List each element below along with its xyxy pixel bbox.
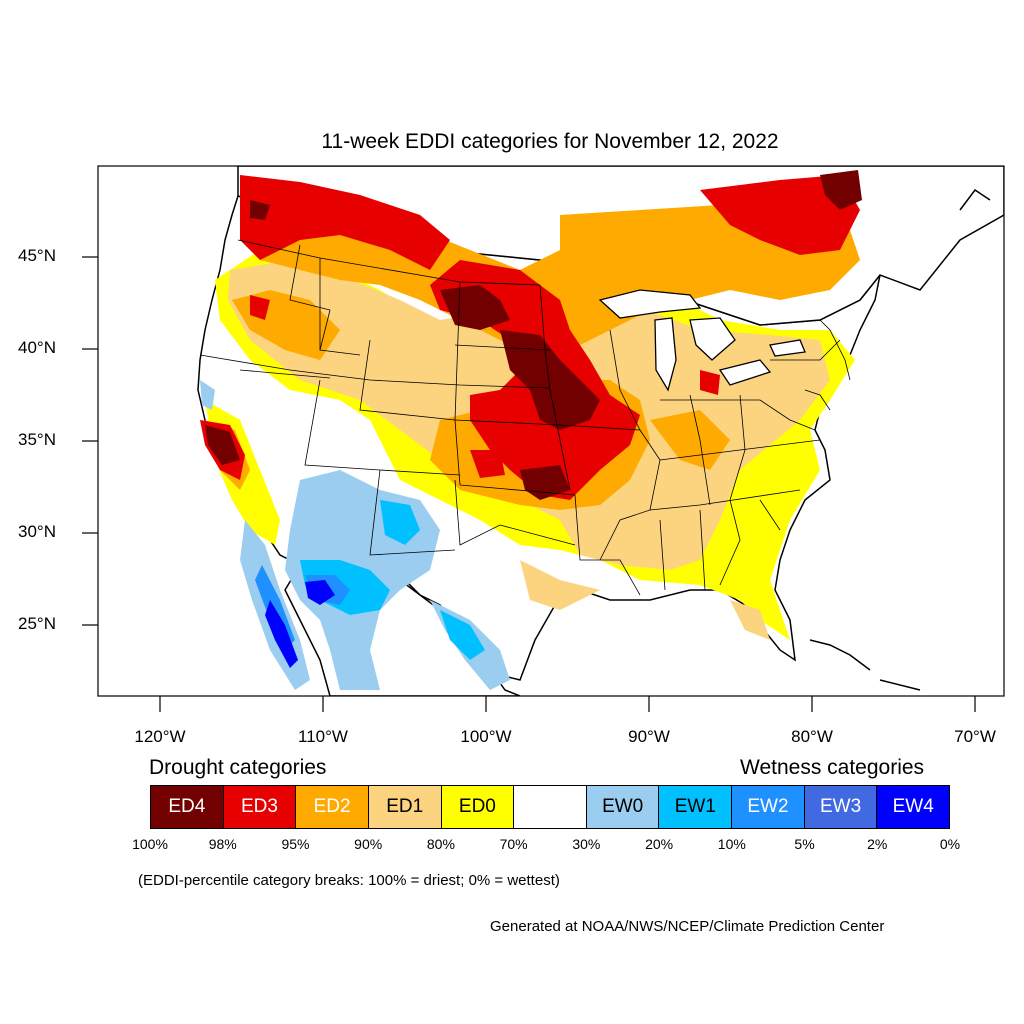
wetness-areas: [200, 380, 510, 690]
legend-box-ed0: ED0: [441, 786, 515, 828]
category-legend: ED4 ED3 ED2 ED1 ED0 EW0 EW1 EW2 EW3 EW4: [150, 785, 950, 829]
legend-break-label: 30%: [572, 836, 601, 852]
legend-note: (EDDI-percentile category breaks: 100% =…: [138, 872, 560, 889]
coastline-accents: [809, 188, 991, 691]
legend-break-label: 80%: [426, 836, 455, 852]
lat-ticks: [82, 256, 98, 626]
legend-box-ed1: ED1: [368, 786, 442, 828]
legend-break-label: 10%: [717, 836, 746, 852]
legend-break-label: 90%: [354, 836, 383, 852]
lon-label-80: 80°W: [791, 727, 833, 746]
great-lakes: [598, 289, 806, 392]
wetness-categories-title: Wetness categories: [740, 756, 925, 779]
drought-categories-title: Drought categories: [149, 756, 327, 779]
lon-label-90: 90°W: [628, 727, 670, 746]
map-frame: [97, 165, 1005, 697]
map-area: [197, 166, 1004, 696]
lat-label-40: 40°N: [18, 338, 56, 357]
legend-box-ed2: ED2: [296, 786, 369, 828]
map-title: 11-week EDDI categories for November 12,…: [321, 130, 779, 153]
state-boundaries: [199, 239, 851, 596]
lon-label-110: 110°W: [298, 727, 348, 746]
legend-box-ew3: EW3: [804, 786, 878, 828]
legend-box-ew0: EW0: [586, 786, 660, 828]
lat-label-25: 25°N: [18, 614, 56, 633]
legend-break-label: 2%: [867, 836, 888, 852]
legend-break-labels: 100% 98% 95% 90% 80% 70% 30% 20% 10% 5% 2% 0%: [132, 836, 960, 856]
legend-box-ed3: ED3: [223, 786, 297, 828]
lat-label-35: 35°N: [18, 430, 56, 449]
drought-areas: [200, 170, 862, 640]
legend-box-ew2: EW2: [732, 786, 805, 828]
lon-label-70: 70°W: [954, 727, 996, 746]
legend-box-ew1: EW1: [659, 786, 733, 828]
legend-break-label: 95%: [281, 836, 310, 852]
lon-label-100: 100°W: [460, 727, 512, 746]
legend-break-label: 0%: [939, 836, 961, 852]
legend-box-ed4: ED4: [151, 786, 224, 828]
legend-box-ew4: EW4: [877, 786, 950, 828]
legend-break-label: 100%: [132, 836, 168, 852]
legend-box-normal: [514, 786, 587, 828]
credit-line: Generated at NOAA/NWS/NCEP/Climate Predi…: [490, 918, 885, 935]
legend-break-label: 5%: [794, 836, 815, 852]
legend-break-label: 70%: [499, 836, 528, 852]
legend-break-label: 98%: [208, 836, 237, 852]
lat-label-30: 30°N: [18, 522, 56, 541]
legend-break-label: 20%: [645, 836, 674, 852]
lat-label-45: 45°N: [18, 246, 56, 265]
lon-label-120: 120°W: [134, 727, 186, 746]
lon-ticks: [159, 696, 976, 712]
